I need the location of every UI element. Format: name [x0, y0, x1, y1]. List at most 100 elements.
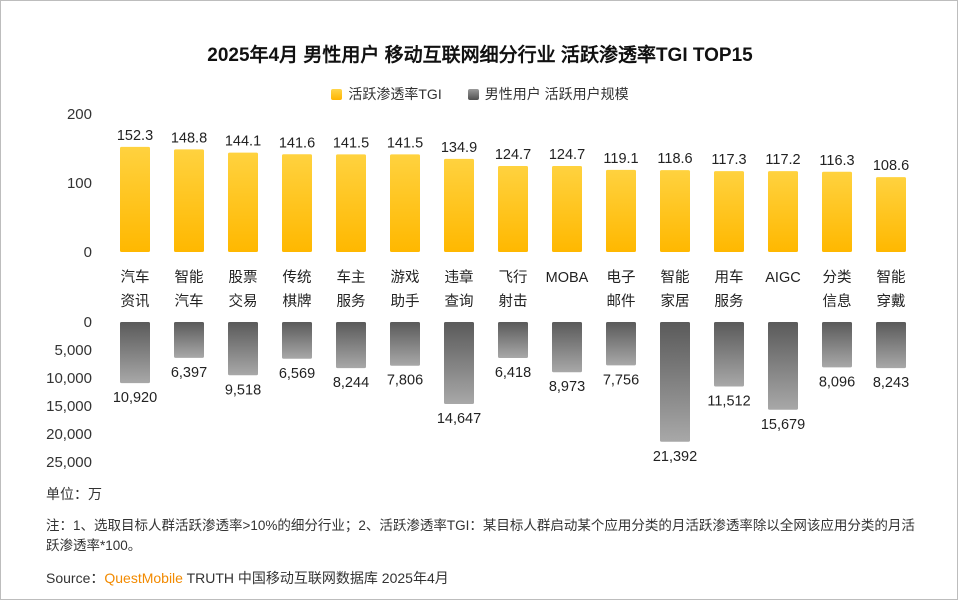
tgi-value-label: 124.7 — [549, 147, 585, 163]
tgi-value-label: 141.6 — [279, 135, 315, 151]
source-brand: QuestMobile — [104, 570, 183, 586]
tgi-bar — [606, 169, 636, 252]
users-value-label: 21,392 — [653, 449, 697, 465]
tgi-value-label: 144.1 — [225, 134, 261, 150]
category-label-line2: 穿戴 — [877, 293, 906, 310]
legend: 活跃渗透率TGI 男性用户 活跃用户规模 — [0, 84, 960, 104]
category-label-line2: 棋牌 — [283, 293, 312, 310]
users-axis-tick-label: 5,000 — [54, 342, 92, 359]
tgi-bar — [876, 177, 906, 252]
users-bar — [228, 322, 258, 376]
users-axis-tick-label: 20,000 — [46, 426, 92, 443]
category-label-line2: 服务 — [715, 293, 744, 310]
users-value-label: 14,647 — [437, 411, 481, 427]
tgi-value-label: 117.2 — [765, 152, 800, 168]
category-label-line1: 用车 — [715, 269, 744, 286]
users-bar — [336, 322, 366, 369]
tgi-bar — [228, 152, 258, 252]
tgi-value-label: 152.3 — [117, 128, 153, 144]
tgi-value-label: 148.8 — [171, 130, 207, 146]
category-label-line1: 智能 — [661, 269, 690, 286]
users-value-label: 7,756 — [603, 372, 639, 388]
users-bar — [498, 322, 528, 358]
users-value-label: 15,679 — [761, 417, 805, 433]
tgi-bar — [714, 171, 744, 252]
category-label-line1: 车主 — [337, 269, 366, 286]
tgi-bar — [660, 170, 690, 252]
tgi-axis: 0 100 200 — [67, 106, 92, 261]
tgi-bar — [390, 154, 420, 252]
legend-item-tgi: 活跃渗透率TGI — [331, 84, 442, 104]
legend-swatch-users — [467, 88, 479, 100]
category-label-line2: 射击 — [499, 293, 528, 310]
category-label: AIGC — [765, 270, 800, 286]
users-value-label: 10,920 — [113, 390, 157, 406]
category-label-line2: 邮件 — [607, 293, 636, 310]
tgi-value-label: 141.5 — [333, 135, 369, 151]
users-bar — [120, 322, 150, 384]
tgi-bar — [336, 154, 366, 252]
legend-item-users: 男性用户 活跃用户规模 — [467, 84, 629, 104]
tgi-value-label: 124.7 — [495, 147, 531, 163]
category-label-line2: 家居 — [661, 293, 690, 310]
users-value-label: 7,806 — [387, 373, 423, 389]
tgi-bar — [120, 146, 150, 252]
users-value-label: 8,244 — [333, 375, 369, 391]
tgi-bar — [444, 158, 474, 252]
tgi-bar — [822, 171, 852, 252]
category-label-line1: 汽车 — [121, 269, 150, 286]
unit-label: 单位：万 — [46, 486, 102, 502]
category-label-line1: 智能 — [175, 269, 204, 286]
tgi-bars: 152.3 148.8 144.1 141.6 141.5 141.5 134.9 124.7… — [117, 128, 909, 252]
users-axis-tick-label: 15,000 — [46, 398, 92, 415]
users-value-label: 8,243 — [873, 375, 909, 391]
category-label-line1: 股票 — [229, 270, 258, 286]
tgi-bar — [282, 154, 312, 252]
category-label-line2: 交易 — [229, 292, 258, 310]
users-axis: 0 5,000 10,000 15,000 20,000 25,000 — [46, 314, 92, 471]
users-value-label: 8,096 — [819, 374, 855, 390]
footnote: 注：1、选取目标人群活跃渗透率>10%的细分行业；2、活跃渗透率TGI：某目标人… — [46, 518, 915, 553]
tgi-bar — [768, 171, 798, 252]
users-bar — [174, 322, 204, 358]
users-bar — [768, 322, 798, 410]
users-value-label: 6,418 — [495, 365, 531, 381]
category-label-line2: 查询 — [445, 293, 474, 310]
tgi-value-label: 108.6 — [873, 158, 909, 174]
users-axis-tick-label: 25,000 — [46, 454, 92, 471]
users-value-label: 8,973 — [549, 379, 585, 395]
users-axis-tick-label: 10,000 — [46, 370, 92, 387]
tgi-bar — [174, 149, 204, 252]
users-bar — [552, 322, 582, 373]
users-bar — [660, 322, 690, 442]
source-line: Source：QuestMobile TRUTH 中国移动互联网数据库 2025… — [46, 568, 449, 588]
legend-swatch-tgi — [331, 88, 343, 100]
users-axis-tick-label: 0 — [84, 314, 92, 331]
tgi-axis-tick-label: 200 — [67, 106, 92, 123]
category-label-line2: 汽车 — [175, 293, 204, 310]
tgi-value-label: 118.6 — [657, 151, 692, 167]
users-bar — [606, 322, 636, 366]
category-label-line1: 飞行 — [499, 269, 528, 286]
source-suffix: TRUTH 中国移动互联网数据库 2025年4月 — [182, 570, 449, 586]
category-label-line1: 传统 — [283, 269, 312, 286]
category-label-line2: 信息 — [823, 293, 852, 310]
tgi-axis-tick-label: 100 — [67, 175, 92, 192]
legend-label-tgi: 活跃渗透率TGI — [348, 86, 442, 102]
users-bar — [282, 322, 312, 359]
category-label-line1: 智能 — [877, 269, 906, 286]
users-value-label: 9,518 — [225, 382, 261, 398]
users-bar — [876, 322, 906, 369]
users-value-label: 6,397 — [171, 365, 207, 381]
tgi-value-label: 141.5 — [387, 135, 423, 151]
users-value-label: 11,512 — [707, 393, 750, 409]
category-label-line1: 游戏 — [391, 269, 420, 286]
users-bar — [444, 322, 474, 405]
tgi-value-label: 117.3 — [711, 152, 746, 168]
category-label-line2: 助手 — [391, 293, 420, 310]
category-label-line2: 资讯 — [121, 293, 150, 310]
tgi-axis-tick-label: 0 — [84, 244, 92, 261]
tgi-bar — [552, 165, 582, 252]
category-label-line2: 服务 — [337, 293, 366, 310]
